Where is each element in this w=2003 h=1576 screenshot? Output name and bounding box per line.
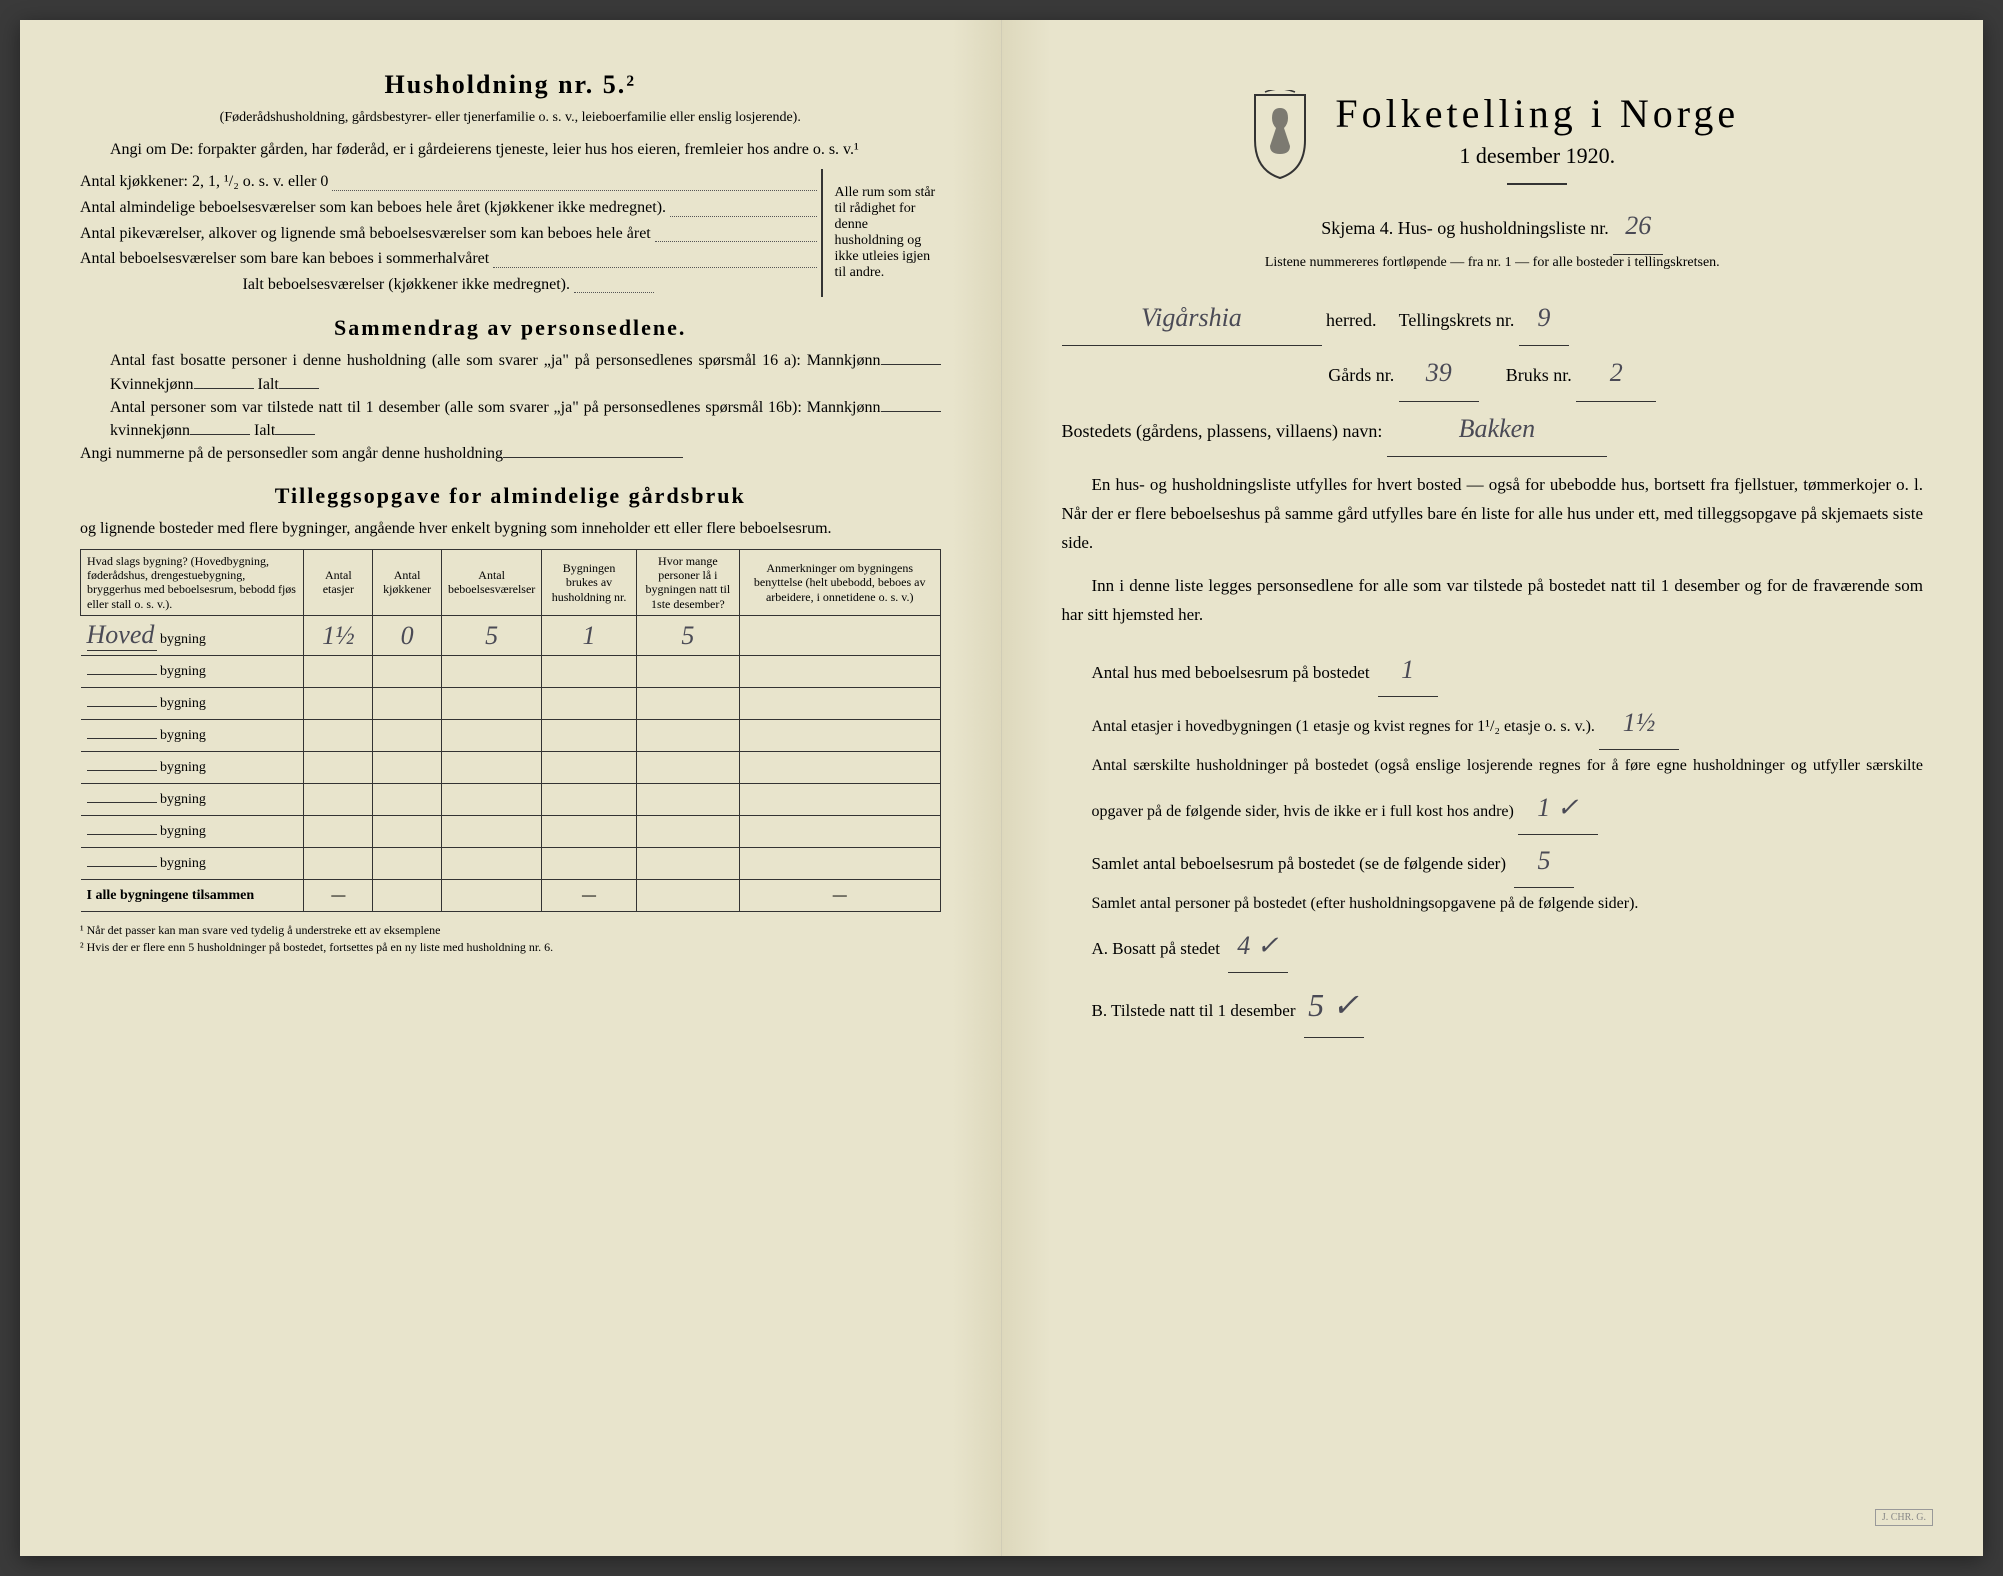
room3-label: Antal beboelsesværelser som bare kan beb… <box>80 246 489 272</box>
qA-value: 4 ✓ <box>1228 920 1288 973</box>
q2-value: 1½ <box>1599 697 1679 750</box>
household-5-subtitle: (Føderådshusholdning, gårdsbestyrer- ell… <box>80 108 941 128</box>
q3-line: Antal særskilte husholdninger på bostede… <box>1092 750 1924 835</box>
bygning-table: Hvad slags bygning? (Hovedbygning, føder… <box>80 549 941 913</box>
bruks-label: Bruks nr. <box>1506 365 1572 385</box>
q5-text: Samlet antal personer på bostedet (efter… <box>1092 888 1924 920</box>
bosted-label: Bostedets (gårdens, plassens, villaens) … <box>1062 421 1383 441</box>
q4-value: 5 <box>1514 835 1574 888</box>
row1-beboelse: 5 <box>441 616 541 656</box>
table-total-row: I alle bygningene tilsammen ——— <box>81 880 941 912</box>
th-hushold: Bygningen brukes av husholdning nr. <box>542 549 637 616</box>
q4-line: Samlet antal beboelsesrum på bostedet (s… <box>1062 835 1924 888</box>
q3-text: Antal særskilte husholdninger på bostede… <box>1092 757 1924 820</box>
bracket-note: Alle rum som står til rådighet for denne… <box>821 169 941 297</box>
row1-kjokken: 0 <box>373 616 442 656</box>
listene-note: Listene nummereres fortløpende — fra nr.… <box>1062 255 1924 271</box>
th-bygning-type: Hvad slags bygning? (Hovedbygning, føder… <box>81 549 304 616</box>
ialt-label: Ialt <box>258 376 279 393</box>
footnote-1: ¹ Når det passer kan man svare ved tydel… <box>80 922 941 939</box>
q4-text: Samlet antal beboelsesrum på bostedet (s… <box>1092 847 1506 881</box>
row1-hushold: 1 <box>542 616 637 656</box>
skjema-label: Skjema 4. Hus- og husholdningsliste nr. <box>1321 218 1609 238</box>
th-kjokken: Antal kjøkkener <box>373 549 442 616</box>
th-personer: Hvor mange personer lå i bygningen natt … <box>636 549 739 616</box>
row1-etasjer: 1½ <box>304 616 373 656</box>
gards-value: 39 <box>1399 346 1479 402</box>
th-beboelse: Antal beboelsesværelser <box>441 549 541 616</box>
tilsammen-label: I alle bygningene tilsammen <box>81 880 304 912</box>
table-row: bygning <box>81 752 941 784</box>
th-etasjer: Antal etasjer <box>304 549 373 616</box>
q3-value: 1 ✓ <box>1518 782 1598 835</box>
qB-value: 5 ✓ <box>1304 973 1364 1038</box>
table-row: Hoved bygning 1½ 0 5 1 5 <box>81 616 941 656</box>
skjema-line: Skjema 4. Hus- og husholdningsliste nr. … <box>1062 199 1924 255</box>
table-row: bygning <box>81 688 941 720</box>
sam1-text: Antal fast bosatte personer i denne hush… <box>110 352 881 369</box>
kitchen-count-label: Antal kjøkkener: 2, 1, ¹/₂ o. s. v. elle… <box>80 169 328 195</box>
tellingskrets-label: Tellingskrets nr. <box>1399 310 1515 330</box>
kvinne-label: Kvinnekjønn <box>110 376 194 393</box>
herred-label: herred. <box>1326 310 1376 330</box>
census-document: Husholdning nr. 5.² (Føderådshusholdning… <box>20 20 1983 1556</box>
left-page: Husholdning nr. 5.² (Føderådshusholdning… <box>20 20 1002 1556</box>
bosted-value: Bakken <box>1387 402 1607 458</box>
angi-num-text: Angi nummerne på de personsedler som ang… <box>80 445 503 462</box>
table-row: bygning <box>81 656 941 688</box>
instructions-para1: En hus- og husholdningsliste utfylles fo… <box>1062 471 1924 558</box>
room1-label: Antal almindelige beboelsesværelser som … <box>80 195 666 221</box>
qB-text: B. Tilstede natt til 1 desember <box>1092 994 1296 1028</box>
qA-line: A. Bosatt på stedet 4 ✓ <box>1062 920 1924 973</box>
sammendrag-line2: Antal personer som var tilstede natt til… <box>110 396 941 442</box>
bosted-line: Bostedets (gårdens, plassens, villaens) … <box>1062 402 1924 458</box>
rooms-bracket-section: Antal kjøkkener: 2, 1, ¹/₂ o. s. v. elle… <box>80 169 941 297</box>
kvinne2-label: kvinnekjønn <box>110 422 190 439</box>
skjema-nr-value: 26 <box>1613 199 1663 255</box>
instructions-para2: Inn i denne liste legges personsedlene f… <box>1062 572 1924 630</box>
tillegg-subtitle: og lignende bosteder med flere bygninger… <box>80 517 941 540</box>
ialt-label-2: Ialt <box>254 422 275 439</box>
footnotes: ¹ Når det passer kan man svare ved tydel… <box>80 922 941 956</box>
table-row: bygning <box>81 784 941 816</box>
qA-text: A. Bosatt på stedet <box>1092 932 1220 966</box>
sammendrag-title: Sammendrag av personsedlene. <box>80 315 941 341</box>
q2-line: Antal etasjer i hovedbygningen (1 etasje… <box>1092 697 1924 750</box>
row1-personer: 5 <box>636 616 739 656</box>
room-total-label: Ialt beboelsesværelser (kjøkkener ikke m… <box>243 272 570 298</box>
th-anmerkninger: Anmerkninger om bygningens benyttelse (h… <box>739 549 940 616</box>
right-page: Folketelling i Norge 1 desember 1920. Sk… <box>1002 20 1984 1556</box>
page-header: Folketelling i Norge 1 desember 1920. <box>1062 90 1924 199</box>
angi-nummerne: Angi nummerne på de personsedler som ang… <box>80 442 941 465</box>
bruks-value: 2 <box>1576 346 1656 402</box>
bygning-word: bygning <box>160 632 206 647</box>
page-date: 1 desember 1920. <box>1335 143 1739 169</box>
gards-line: Gårds nr. 39 Bruks nr. 2 <box>1062 346 1924 402</box>
q1-value: 1 <box>1378 644 1438 697</box>
sam2-text: Antal personer som var tilstede natt til… <box>110 399 881 416</box>
footnote-2: ² Hvis der er flere enn 5 husholdninger … <box>80 939 941 956</box>
row1-name: Hoved <box>87 620 157 651</box>
table-row: bygning <box>81 720 941 752</box>
gards-label: Gårds nr. <box>1328 365 1394 385</box>
sammendrag-line1: Antal fast bosatte personer i denne hush… <box>110 349 941 395</box>
page-title: Folketelling i Norge <box>1335 90 1739 137</box>
q1-text: Antal hus med beboelsesrum på bostedet <box>1092 656 1370 690</box>
room2-label: Antal pikeværelser, alkover og lignende … <box>80 221 651 247</box>
qB-line: B. Tilstede natt til 1 desember 5 ✓ <box>1062 973 1924 1038</box>
tellingskrets-value: 9 <box>1519 291 1569 347</box>
herred-value: Vigårshia <box>1062 291 1322 347</box>
q2-text: Antal etasjer i hovedbygningen (1 etasje… <box>1092 718 1595 735</box>
angi-intro: Angi om De: forpakter gården, har føderå… <box>110 138 941 161</box>
tillegg-title: Tilleggsopgave for almindelige gårdsbruk <box>80 483 941 509</box>
q1-line: Antal hus med beboelsesrum på bostedet 1 <box>1062 644 1924 697</box>
table-row: bygning <box>81 848 941 880</box>
coat-of-arms-icon <box>1245 90 1315 180</box>
printer-stamp: J. CHR. G. <box>1875 1509 1933 1526</box>
table-row: bygning <box>81 816 941 848</box>
herred-line: Vigårshia herred. Tellingskrets nr. 9 <box>1062 291 1924 347</box>
household-5-title: Husholdning nr. 5.² <box>80 70 941 100</box>
